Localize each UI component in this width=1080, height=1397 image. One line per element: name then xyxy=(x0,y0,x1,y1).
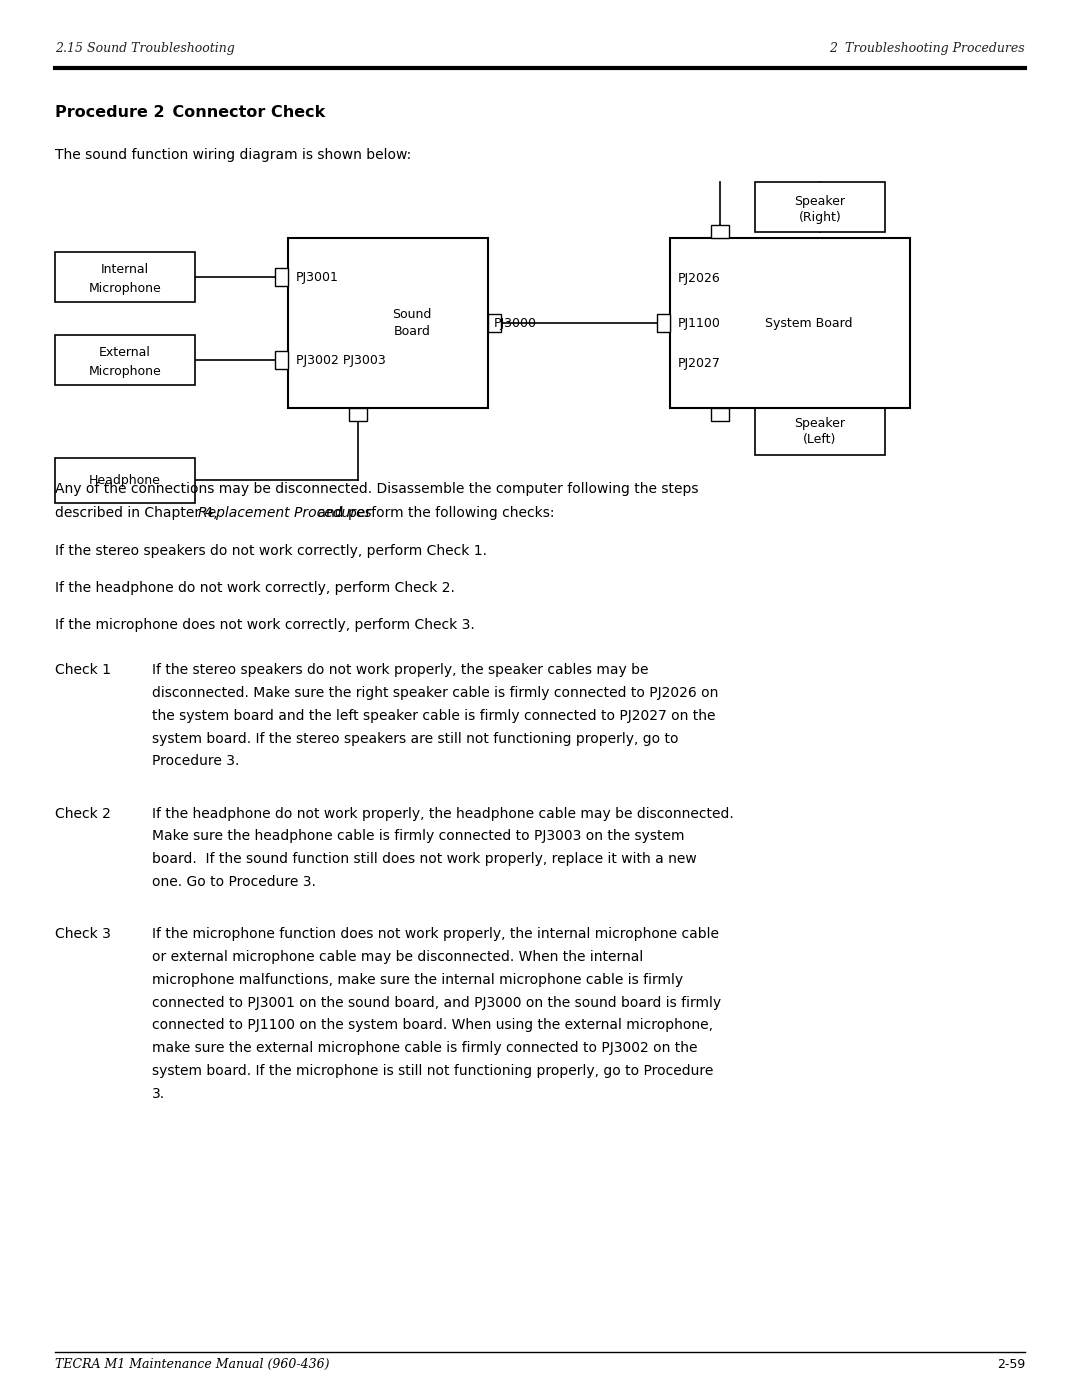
Text: Sound
Board: Sound Board xyxy=(392,307,432,338)
Text: If the stereo speakers do not work properly, the speaker cables may be: If the stereo speakers do not work prope… xyxy=(152,664,648,678)
Text: Headphone: Headphone xyxy=(89,474,161,486)
Text: If the headphone do not work correctly, perform Check 2.: If the headphone do not work correctly, … xyxy=(55,581,455,595)
Text: one. Go to Procedure 3.: one. Go to Procedure 3. xyxy=(152,875,315,888)
Text: Internal: Internal xyxy=(100,263,149,277)
Text: PJ1100: PJ1100 xyxy=(678,317,720,330)
Bar xyxy=(55,335,195,386)
Text: 3.: 3. xyxy=(152,1087,165,1101)
Bar xyxy=(711,225,729,237)
Text: connected to PJ1100 on the system board. When using the external microphone,: connected to PJ1100 on the system board.… xyxy=(152,1018,713,1032)
Text: System Board: System Board xyxy=(766,317,853,330)
Text: or external microphone cable may be disconnected. When the internal: or external microphone cable may be disc… xyxy=(152,950,644,964)
Bar xyxy=(55,457,195,503)
Text: Make sure the headphone cable is firmly connected to PJ3003 on the system: Make sure the headphone cable is firmly … xyxy=(152,830,685,844)
Text: disconnected. Make sure the right speaker cable is firmly connected to PJ2026 on: disconnected. Make sure the right speake… xyxy=(152,686,718,700)
Text: 2-59: 2-59 xyxy=(997,1358,1025,1370)
Bar xyxy=(711,408,729,420)
Text: Check 3: Check 3 xyxy=(55,928,111,942)
Text: the system board and the left speaker cable is firmly connected to PJ2027 on the: the system board and the left speaker ca… xyxy=(152,708,715,722)
Bar xyxy=(288,237,488,408)
Text: Connector Check: Connector Check xyxy=(150,105,325,120)
Text: system board. If the stereo speakers are still not functioning properly, go to: system board. If the stereo speakers are… xyxy=(152,732,678,746)
Bar xyxy=(670,237,910,408)
Text: 2  Troubleshooting Procedures: 2 Troubleshooting Procedures xyxy=(829,42,1025,54)
Text: microphone malfunctions, make sure the internal microphone cable is firmly: microphone malfunctions, make sure the i… xyxy=(152,972,684,986)
Text: board.  If the sound function still does not work properly, replace it with a ne: board. If the sound function still does … xyxy=(152,852,697,866)
Bar xyxy=(275,352,288,369)
Text: Speaker: Speaker xyxy=(795,194,846,208)
Text: connected to PJ3001 on the sound board, and PJ3000 on the sound board is firmly: connected to PJ3001 on the sound board, … xyxy=(152,996,721,1010)
Text: PJ3000: PJ3000 xyxy=(494,317,537,330)
Text: described in Chapter 4,: described in Chapter 4, xyxy=(55,507,222,521)
Text: TECRA M1 Maintenance Manual (960-436): TECRA M1 Maintenance Manual (960-436) xyxy=(55,1358,329,1370)
Bar xyxy=(349,408,367,420)
Text: External: External xyxy=(99,346,151,359)
Text: Any of the connections may be disconnected. Disassemble the computer following t: Any of the connections may be disconnect… xyxy=(55,482,699,496)
Bar xyxy=(755,182,885,232)
Text: Check 1: Check 1 xyxy=(55,664,111,678)
Text: Procedure 3.: Procedure 3. xyxy=(152,754,240,768)
Text: PJ2027: PJ2027 xyxy=(678,358,720,370)
Text: If the microphone function does not work properly, the internal microphone cable: If the microphone function does not work… xyxy=(152,928,719,942)
Text: 2.15 Sound Troubleshooting: 2.15 Sound Troubleshooting xyxy=(55,42,234,54)
Text: (Right): (Right) xyxy=(798,211,841,224)
Text: make sure the external microphone cable is firmly connected to PJ3002 on the: make sure the external microphone cable … xyxy=(152,1041,698,1055)
Text: Microphone: Microphone xyxy=(89,365,161,379)
Text: Procedure 2: Procedure 2 xyxy=(55,105,164,120)
Text: Check 2: Check 2 xyxy=(55,806,111,820)
Bar xyxy=(755,405,885,455)
Text: Replacement Procedures: Replacement Procedures xyxy=(198,507,372,521)
Bar xyxy=(488,314,501,332)
Bar xyxy=(55,251,195,302)
Text: If the stereo speakers do not work correctly, perform Check 1.: If the stereo speakers do not work corre… xyxy=(55,545,487,559)
Text: PJ3001: PJ3001 xyxy=(296,271,339,284)
Bar xyxy=(657,314,670,332)
Text: PJ3002 PJ3003: PJ3002 PJ3003 xyxy=(296,353,386,367)
Text: Speaker: Speaker xyxy=(795,418,846,430)
Text: (Left): (Left) xyxy=(804,433,837,447)
Text: The sound function wiring diagram is shown below:: The sound function wiring diagram is sho… xyxy=(55,148,411,162)
Text: If the microphone does not work correctly, perform Check 3.: If the microphone does not work correctl… xyxy=(55,617,475,631)
Bar xyxy=(275,268,288,286)
Text: and perform the following checks:: and perform the following checks: xyxy=(313,507,554,521)
Text: Microphone: Microphone xyxy=(89,282,161,295)
Text: system board. If the microphone is still not functioning properly, go to Procedu: system board. If the microphone is still… xyxy=(152,1065,714,1078)
Text: PJ2026: PJ2026 xyxy=(678,272,720,285)
Text: If the headphone do not work properly, the headphone cable may be disconnected.: If the headphone do not work properly, t… xyxy=(152,806,733,820)
